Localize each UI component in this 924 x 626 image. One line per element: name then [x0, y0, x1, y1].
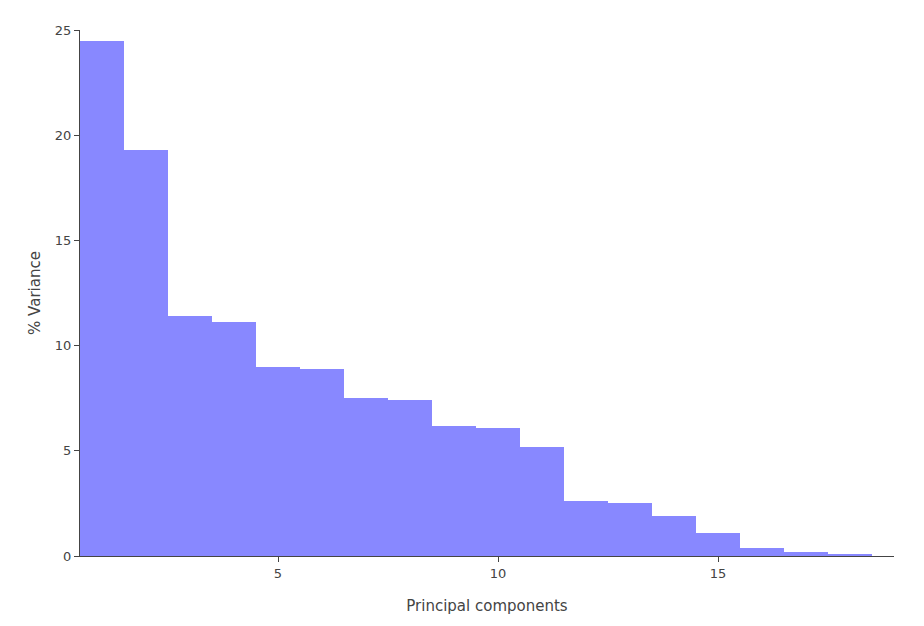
- svg-text:25: 25: [55, 23, 72, 38]
- svg-text:Principal components: Principal components: [406, 597, 568, 615]
- svg-text:0: 0: [63, 549, 71, 564]
- svg-text:15: 15: [710, 566, 727, 581]
- svg-text:% Variance: % Variance: [26, 251, 44, 335]
- svg-text:10: 10: [55, 338, 72, 353]
- svg-text:5: 5: [63, 443, 71, 458]
- svg-text:15: 15: [55, 233, 72, 248]
- svg-text:10: 10: [490, 566, 507, 581]
- svg-text:5: 5: [274, 566, 282, 581]
- svg-text:20: 20: [55, 128, 72, 143]
